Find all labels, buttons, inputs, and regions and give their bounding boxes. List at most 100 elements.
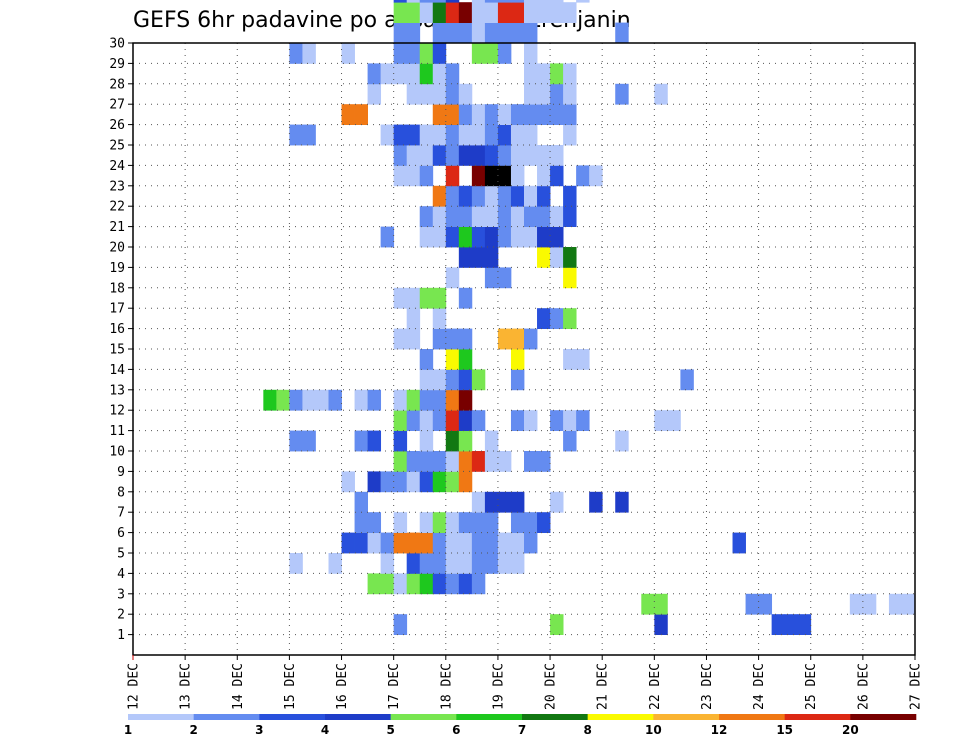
- precip-cell: [550, 614, 564, 635]
- precip-cell: [524, 104, 538, 125]
- precip-cell: [550, 63, 564, 85]
- y-tick-label: 5: [117, 547, 125, 562]
- precip-cell: [484, 22, 499, 44]
- precip-cell: [354, 104, 368, 125]
- precip-cell: [380, 124, 395, 146]
- precip-cell: [419, 512, 434, 533]
- precip-cell: [510, 328, 525, 350]
- precip-cell: [537, 165, 551, 187]
- y-tick-label: 19: [109, 261, 125, 276]
- precip-cell: [654, 410, 668, 431]
- precip-cell: [537, 63, 551, 85]
- precip-cell: [393, 430, 408, 452]
- precip-cell: [341, 43, 355, 64]
- precip-cell: [393, 512, 408, 533]
- colorbar-tick-label: 10: [645, 723, 662, 737]
- x-tick-label: 14 DEC: [231, 663, 246, 710]
- precip-cell: [563, 410, 577, 431]
- precip-cell: [380, 553, 395, 574]
- precip-cell: [510, 2, 525, 23]
- precip-cell: [576, 410, 590, 431]
- precip-cell: [354, 512, 368, 533]
- precip-cell: [510, 165, 525, 187]
- precip-cell: [524, 532, 538, 554]
- precip-cell: [524, 226, 538, 248]
- precip-cell: [367, 512, 382, 533]
- y-tick-label: 26: [109, 118, 125, 133]
- precip-cell: [471, 22, 486, 44]
- colorbar-tick-label: 15: [776, 723, 793, 737]
- precip-cell: [641, 593, 655, 615]
- precip-cell: [276, 389, 290, 411]
- precip-cell: [406, 308, 421, 329]
- precip-cell: [406, 553, 421, 574]
- precip-cell: [458, 83, 473, 105]
- precip-cell: [406, 145, 421, 166]
- precip-cell: [432, 63, 447, 85]
- colorbar-segment: [850, 714, 917, 720]
- x-tick-label: 24 DEC: [752, 663, 767, 710]
- y-tick-label: 21: [109, 220, 125, 235]
- precip-cell: [484, 553, 499, 574]
- y-tick-label: 4: [117, 567, 125, 582]
- precip-cell: [471, 553, 486, 574]
- precip-cell: [419, 430, 434, 452]
- precip-cell: [550, 247, 564, 268]
- precip-cell: [289, 43, 303, 64]
- precip-cell: [524, 328, 538, 350]
- precip-cell: [524, 124, 538, 146]
- precip-cell: [563, 2, 577, 23]
- precip-cell: [680, 369, 694, 391]
- precip-cell: [458, 553, 473, 574]
- precip-cell: [302, 389, 316, 411]
- x-tick-label: 26 DEC: [856, 663, 871, 710]
- precip-cell: [367, 389, 382, 411]
- precip-cell: [510, 104, 525, 125]
- precip-cell: [563, 206, 577, 227]
- precip-cell: [550, 308, 564, 329]
- precip-cell: [497, 451, 512, 472]
- y-tick-label: 15: [109, 343, 125, 358]
- precip-cell: [497, 104, 512, 125]
- y-tick-label: 30: [109, 37, 125, 52]
- y-tick-label: 7: [117, 506, 125, 521]
- precip-cell: [537, 83, 551, 105]
- x-tick-label: 22 DEC: [648, 663, 663, 710]
- precip-cell: [419, 410, 434, 431]
- colorbar-tick-label: 20: [842, 723, 859, 737]
- precip-cell: [432, 145, 447, 166]
- precip-cell: [419, 0, 434, 3]
- precip-cell: [576, 349, 590, 370]
- precip-cell: [497, 43, 512, 64]
- precip-cell: [510, 369, 525, 391]
- precip-cell: [484, 267, 499, 289]
- precip-cell: [432, 43, 447, 64]
- precip-cell: [510, 512, 525, 533]
- x-tick-label: 21 DEC: [596, 663, 611, 710]
- colorbar-tick-label: 8: [583, 723, 591, 737]
- precip-cell: [537, 206, 551, 227]
- colorbar-segment: [390, 714, 457, 720]
- precip-cell: [537, 104, 551, 125]
- precip-cell: [458, 451, 473, 472]
- precip-cell: [341, 104, 355, 125]
- precip-cell: [537, 226, 551, 248]
- precip-cell: [550, 83, 564, 105]
- y-tick-label: 23: [109, 179, 125, 194]
- precip-cell: [497, 2, 512, 23]
- precip-cell: [458, 430, 473, 452]
- precip-cell: [563, 63, 577, 85]
- precip-cell: [524, 43, 538, 64]
- precip-cell: [497, 124, 512, 146]
- precip-cell: [615, 22, 629, 44]
- precip-cell: [354, 430, 368, 452]
- precip-cell: [471, 124, 486, 146]
- precip-cell: [471, 573, 486, 595]
- precip-cell: [393, 0, 408, 3]
- colorbar-segment: [193, 714, 260, 720]
- colorbar-tick-label: 1: [124, 723, 132, 737]
- precip-cell: [550, 104, 564, 125]
- precip-cell: [406, 43, 421, 64]
- precip-cell: [432, 206, 447, 227]
